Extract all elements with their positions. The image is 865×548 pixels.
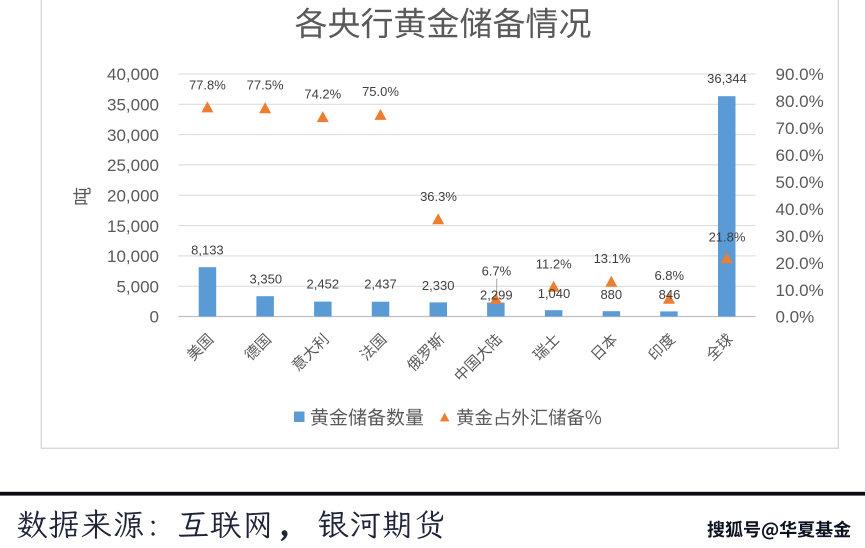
svg-text:36.3%: 36.3%	[420, 189, 457, 204]
svg-text:2,330: 2,330	[422, 278, 455, 293]
svg-text:3,350: 3,350	[250, 271, 283, 286]
svg-text:30,000: 30,000	[107, 126, 159, 145]
svg-text:20,000: 20,000	[107, 186, 159, 205]
svg-text:5,000: 5,000	[116, 277, 159, 296]
svg-text:77.5%: 77.5%	[247, 78, 284, 93]
svg-text:10,000: 10,000	[107, 247, 159, 266]
svg-text:1,040: 1,040	[538, 286, 571, 301]
svg-text:40.0%: 40.0%	[776, 200, 824, 219]
svg-text:6.8%: 6.8%	[654, 268, 684, 283]
svg-text:2,299: 2,299	[480, 288, 513, 303]
svg-text:20.0%: 20.0%	[776, 254, 824, 273]
svg-text:50.0%: 50.0%	[776, 173, 824, 192]
svg-text:6.7%: 6.7%	[482, 263, 512, 278]
svg-text:2,437: 2,437	[364, 276, 397, 291]
svg-text:13.1%: 13.1%	[594, 251, 631, 266]
svg-text:80.0%: 80.0%	[776, 92, 824, 111]
svg-text:74.2%: 74.2%	[304, 87, 341, 102]
svg-text:8,133: 8,133	[191, 242, 224, 257]
svg-text:2,452: 2,452	[307, 276, 340, 291]
svg-text:25,000: 25,000	[107, 156, 159, 175]
svg-text:77.8%: 77.8%	[189, 78, 226, 93]
svg-text:21.8%: 21.8%	[709, 230, 746, 245]
svg-text:30.0%: 30.0%	[776, 227, 824, 246]
svg-text:15,000: 15,000	[107, 217, 159, 236]
svg-text:880: 880	[600, 287, 622, 302]
svg-text:40,000: 40,000	[107, 65, 159, 84]
svg-text:10.0%: 10.0%	[776, 281, 824, 300]
svg-text:846: 846	[659, 287, 681, 302]
svg-text:0.0%: 0.0%	[776, 308, 815, 327]
svg-text:70.0%: 70.0%	[776, 119, 824, 138]
svg-text:11.2%: 11.2%	[536, 256, 572, 271]
svg-text:36,344: 36,344	[707, 71, 747, 86]
svg-text:35,000: 35,000	[107, 96, 159, 115]
svg-text:90.0%: 90.0%	[776, 65, 824, 84]
svg-text:0: 0	[150, 308, 159, 327]
svg-text:75.0%: 75.0%	[362, 84, 399, 99]
svg-text:60.0%: 60.0%	[776, 146, 824, 165]
